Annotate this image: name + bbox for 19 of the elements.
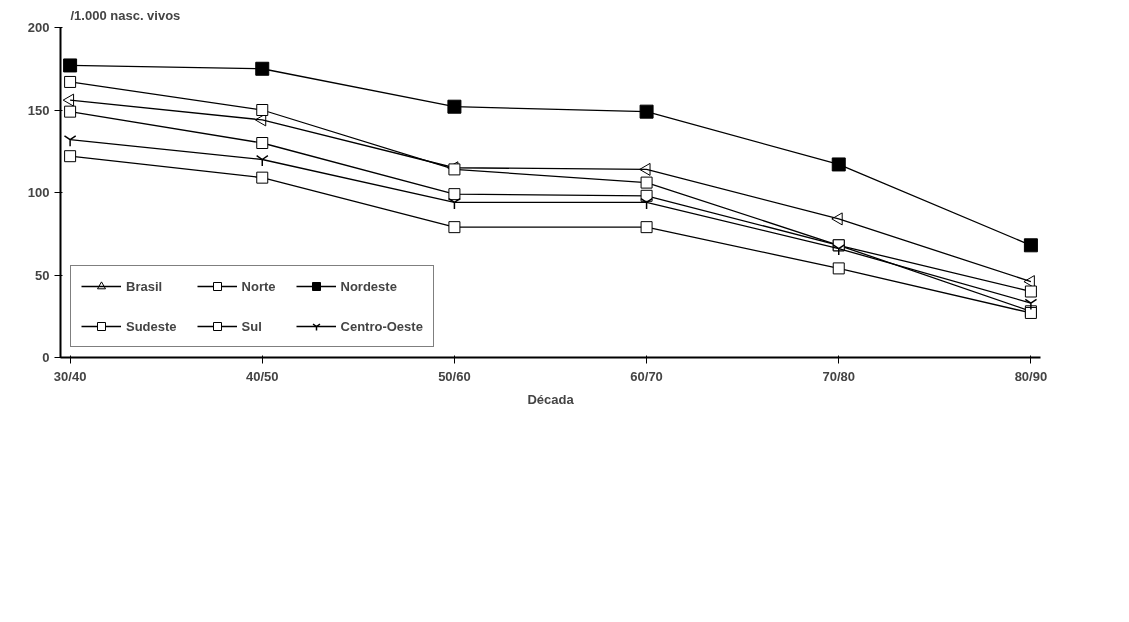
x-tick-label: 50/60 [438,368,471,384]
legend-label: Sudeste [126,318,177,334]
x-tick-label: 80/90 [1014,368,1048,384]
y-axis-title: /1.000 nasc. vivos [70,7,181,23]
y-tick-label: 150 [27,102,50,118]
x-axis-title: Década [527,391,575,407]
legend-label: Norte [241,278,276,294]
legend-label: Centro-Oeste [340,318,423,334]
y-tick-label: 200 [27,20,50,35]
x-tick-label: 30/40 [53,368,87,384]
legend-label: Sul [241,318,262,334]
legend-label: Brasil [126,278,163,294]
y-tick-label: 0 [42,350,50,365]
x-tick-label: 60/70 [630,368,663,384]
legend-label: Nordeste [340,278,397,294]
y-tick-label: 100 [27,185,50,200]
y-tick-label: 50 [35,267,50,283]
x-tick-label: 70/80 [822,368,856,384]
x-tick-label: 40/50 [246,368,279,384]
